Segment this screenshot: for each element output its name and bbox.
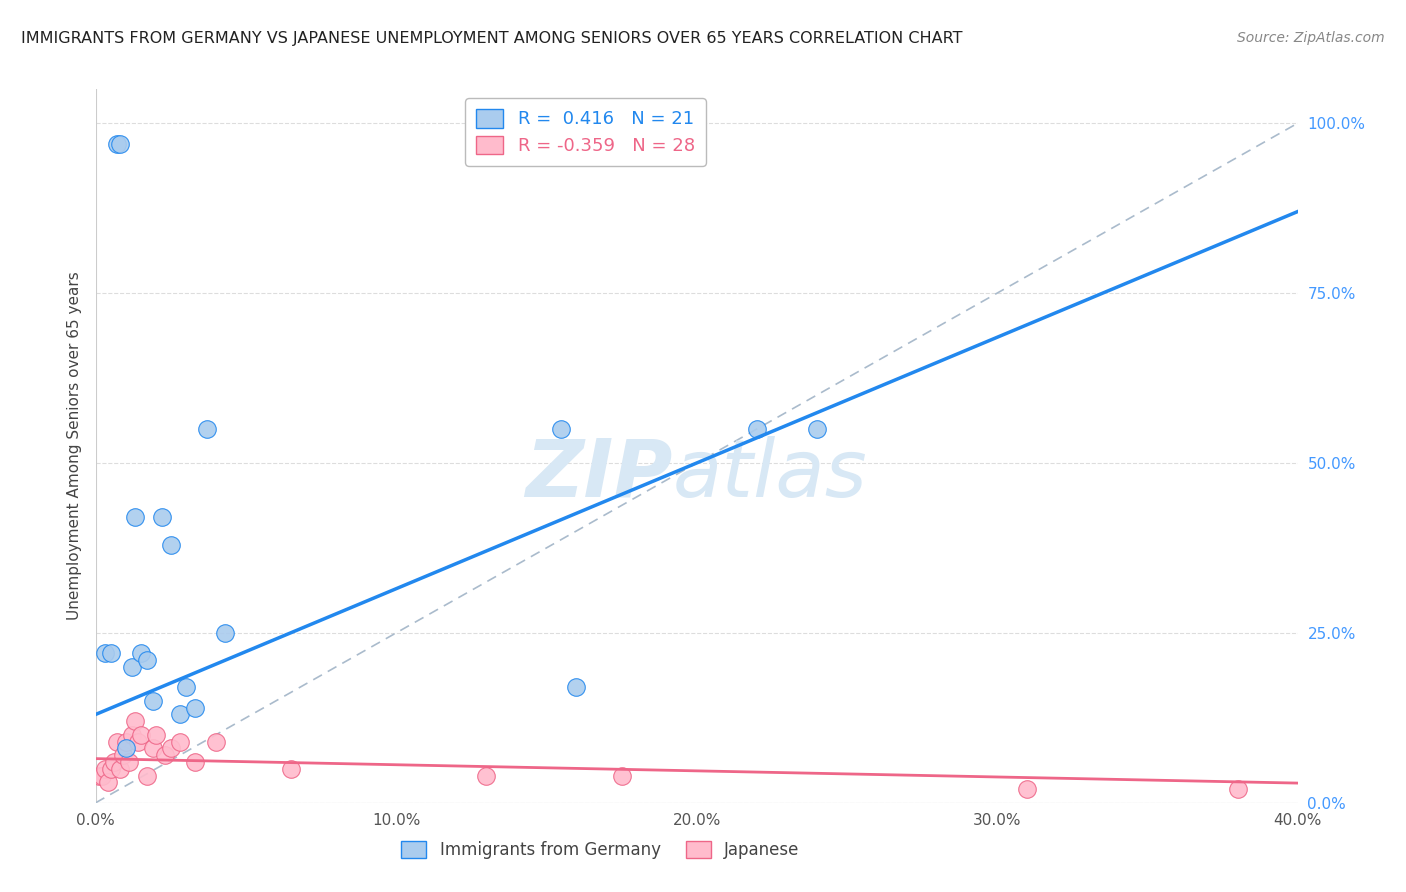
Point (145, 728, 167, 742)
Point (280, 762, 302, 776)
Point (184, 700, 207, 714)
Point (550, 422, 572, 436)
Point (214, 626, 236, 640)
Text: Source: ZipAtlas.com: Source: ZipAtlas.com (1237, 31, 1385, 45)
Point (565, 680, 588, 694)
Point (475, 769, 498, 783)
Text: ZIP: ZIP (526, 435, 672, 514)
Point (105, 136, 128, 151)
Point (111, 748, 134, 763)
Y-axis label: Unemployment Among Seniors over 65 years: Unemployment Among Seniors over 65 years (66, 272, 82, 620)
Point (93, 762, 115, 776)
Point (169, 707, 191, 722)
Point (87, 769, 110, 783)
Point (142, 741, 165, 756)
Point (159, 741, 181, 756)
Point (1226, 782, 1249, 797)
Point (103, 755, 125, 769)
Point (121, 728, 143, 742)
Point (114, 741, 136, 756)
Point (195, 422, 218, 436)
Point (150, 510, 173, 524)
Point (610, 769, 633, 783)
Point (169, 734, 191, 748)
Point (97, 775, 120, 789)
Point (127, 734, 149, 748)
Point (93, 646, 115, 660)
Point (114, 734, 136, 748)
Point (118, 755, 141, 769)
Point (745, 422, 768, 436)
Point (1017, 782, 1039, 797)
Point (135, 769, 157, 783)
Point (100, 762, 122, 776)
Point (105, 734, 128, 748)
Point (129, 728, 152, 742)
Point (135, 653, 157, 667)
Legend: Immigrants from Germany, Japanese: Immigrants from Germany, Japanese (395, 834, 806, 866)
Point (121, 660, 143, 674)
Point (159, 537, 181, 551)
Point (129, 646, 152, 660)
Point (124, 714, 146, 729)
Point (124, 510, 146, 524)
Point (108, 136, 131, 151)
Point (174, 680, 197, 694)
Text: IMMIGRANTS FROM GERMANY VS JAPANESE UNEMPLOYMENT AMONG SENIORS OVER 65 YEARS COR: IMMIGRANTS FROM GERMANY VS JAPANESE UNEM… (21, 31, 963, 46)
Point (142, 694, 165, 708)
Point (153, 748, 176, 763)
Point (205, 734, 228, 748)
Text: atlas: atlas (672, 435, 868, 514)
Point (108, 762, 131, 776)
Point (806, 422, 828, 436)
Point (100, 646, 122, 660)
Point (90, 769, 112, 783)
Point (184, 755, 207, 769)
